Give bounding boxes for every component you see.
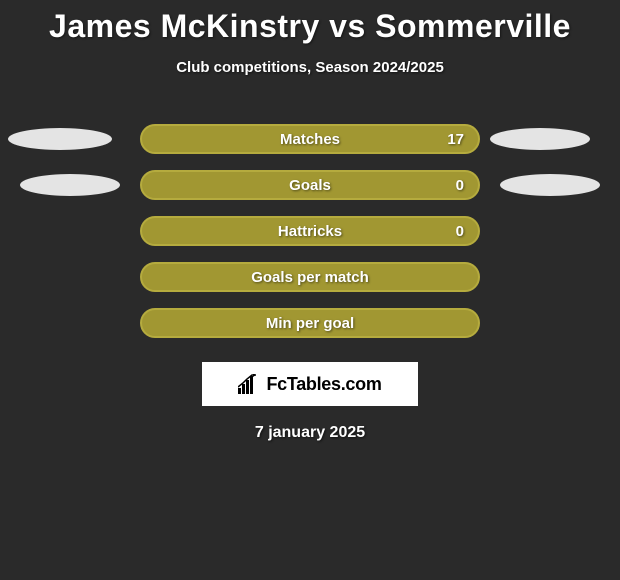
stat-label: Hattricks — [278, 223, 342, 240]
left-ellipse-1 — [8, 128, 112, 150]
stat-label: Goals — [289, 177, 331, 194]
competition-subtitle: Club competitions, Season 2024/2025 — [0, 59, 620, 76]
stat-label: Matches — [280, 131, 340, 148]
stat-label: Goals per match — [251, 269, 369, 286]
snapshot-date: 7 january 2025 — [0, 424, 620, 442]
stats-container: Matches 17 Goals 0 Hattricks 0 Goals per… — [0, 124, 620, 338]
stat-pill: Matches 17 — [140, 124, 480, 154]
stat-row-goals: Goals 0 — [0, 170, 620, 200]
right-ellipse-1 — [490, 128, 590, 150]
stat-pill: Hattricks 0 — [140, 216, 480, 246]
logo-text: FcTables.com — [266, 374, 381, 395]
left-ellipse-2 — [20, 174, 120, 196]
comparison-title: James McKinstry vs Sommerville — [0, 0, 620, 45]
stat-row-min-per-goal: Min per goal — [0, 308, 620, 338]
stat-row-matches: Matches 17 — [0, 124, 620, 154]
bar-chart-icon — [238, 374, 260, 394]
stat-value: 0 — [456, 177, 464, 194]
logo-box: FcTables.com — [202, 362, 418, 406]
stat-pill: Goals 0 — [140, 170, 480, 200]
stat-row-goals-per-match: Goals per match — [0, 262, 620, 292]
stat-value: 0 — [456, 223, 464, 240]
right-ellipse-2 — [500, 174, 600, 196]
stat-row-hattricks: Hattricks 0 — [0, 216, 620, 246]
stat-label: Min per goal — [266, 315, 354, 332]
stat-value: 17 — [447, 131, 464, 148]
stat-pill: Goals per match — [140, 262, 480, 292]
stat-pill: Min per goal — [140, 308, 480, 338]
